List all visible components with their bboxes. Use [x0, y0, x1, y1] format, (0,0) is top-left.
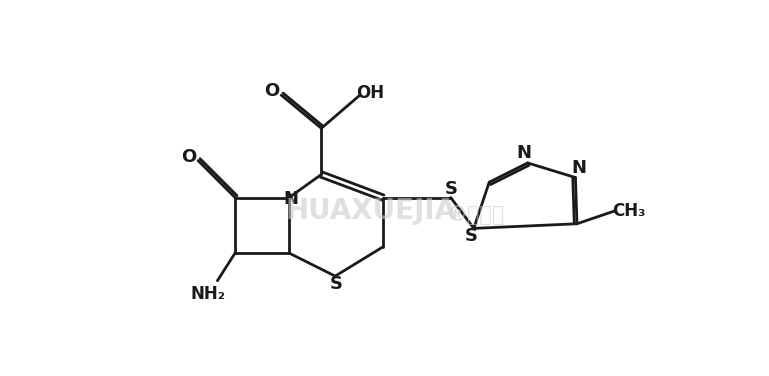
Text: N: N [284, 190, 299, 208]
Text: S: S [330, 275, 343, 293]
Text: ®化学加: ®化学加 [446, 205, 504, 224]
Text: S: S [465, 227, 478, 245]
Text: S: S [445, 180, 458, 198]
Text: O: O [265, 82, 280, 100]
Text: OH: OH [357, 84, 384, 102]
Text: HUAXUEJIA: HUAXUEJIA [286, 197, 457, 225]
Text: O: O [181, 148, 197, 166]
Text: NH₂: NH₂ [191, 285, 225, 303]
Text: N: N [516, 144, 531, 162]
Text: N: N [572, 159, 587, 177]
Text: CH₃: CH₃ [612, 202, 645, 220]
